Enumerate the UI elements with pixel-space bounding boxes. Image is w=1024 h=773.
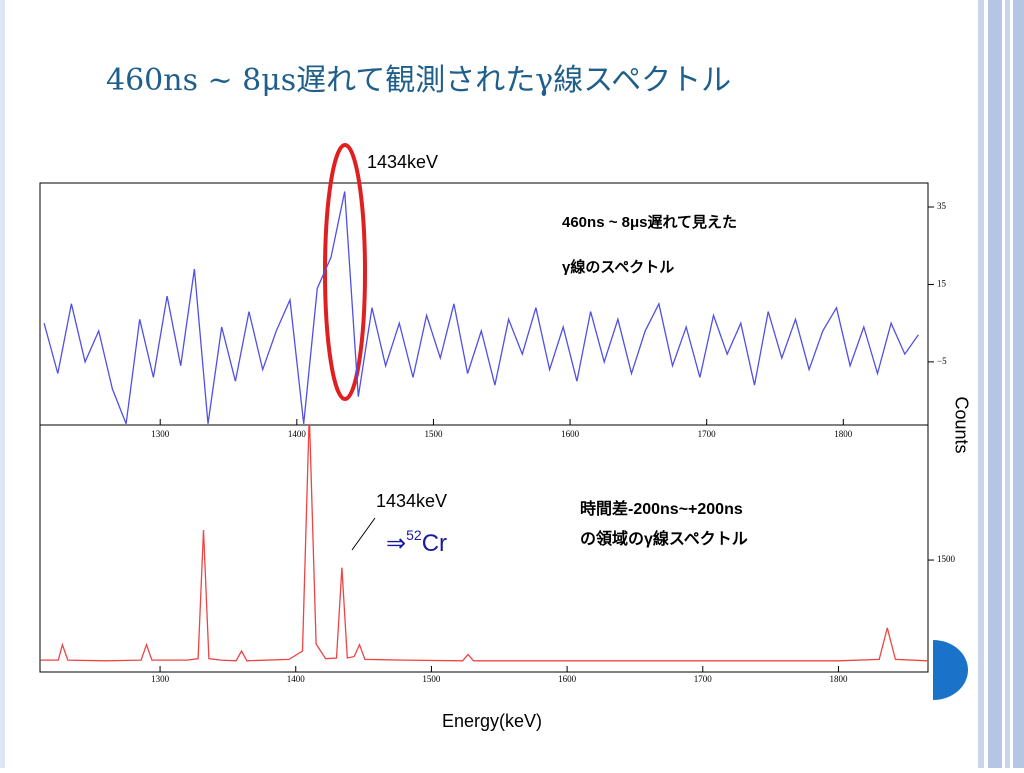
isotope-label: ⇒52Cr [386,527,447,558]
y-tick-label: 1500 [937,554,956,564]
x-tick-label: 1400 [288,429,307,439]
note: 時間差-200ns~+200ns [580,499,743,518]
x-tick-label: 1400 [287,674,306,684]
x-tick-label: 1600 [558,674,577,684]
y-tick-label: 35 [937,201,947,211]
element: Cr [422,530,447,557]
plot-frame [39,182,929,673]
y-tick-label: −5 [937,356,947,366]
y-tick-label: 15 [937,279,947,289]
x-tick-label: 1700 [698,429,717,439]
peak-label: 1434keV [376,491,447,511]
spectrum-line [43,191,919,425]
plot-area [43,191,919,425]
x-tick-label: 1500 [422,674,441,684]
plot-area [40,425,928,662]
x-axis-label: Energy(keV) [442,711,542,731]
x-tick-label: 1300 [151,674,170,684]
spectrum-line [40,425,928,662]
x-tick-label: 1800 [829,674,848,684]
note: γ線のスペクトル [562,258,674,276]
decor-half-circle [933,640,968,700]
x-tick-label: 1700 [694,674,713,684]
slide-title: 460ns ~ 8μs遅れて観測されたγ線スペクトル [106,63,731,98]
peak-label: 1434keV [367,152,438,172]
y-axis-label: Counts [951,396,971,453]
mass-number: 52 [406,527,422,543]
annotation-pointer [351,517,376,551]
note: 460ns ~ 8μs遅れて見えた [562,214,737,231]
x-tick-label: 1300 [151,429,170,439]
arrow: ⇒ [386,530,406,557]
x-tick-label: 1600 [561,429,580,439]
x-tick-label: 1800 [834,429,853,439]
x-tick-label: 1500 [424,429,443,439]
note: の領域のγ線スペクトル [580,529,748,548]
